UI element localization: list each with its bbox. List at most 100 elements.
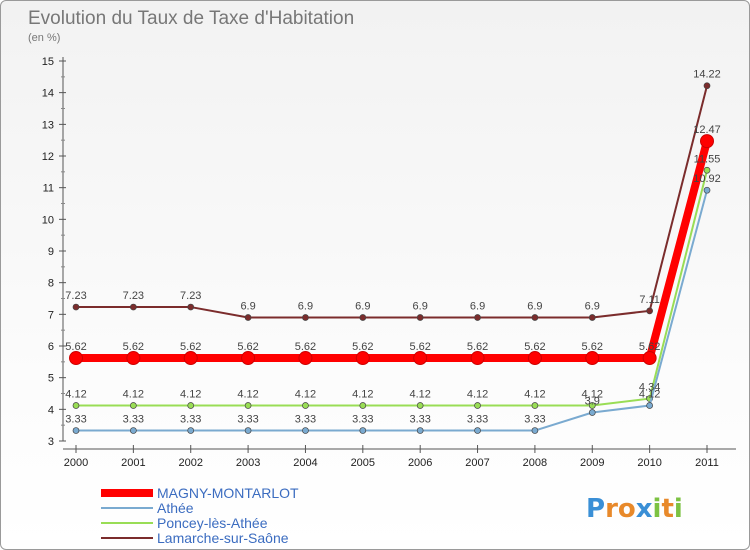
data-point	[302, 314, 309, 321]
data-label: 6.9	[413, 301, 428, 313]
x-tick-label: 2006	[408, 457, 432, 469]
data-label: 3.33	[237, 414, 258, 426]
data-point	[416, 427, 424, 434]
data-label: 4.12	[582, 389, 603, 401]
data-point	[244, 314, 252, 321]
logo-letter: i	[653, 494, 662, 524]
data-label: 4.12	[409, 389, 430, 401]
series-line	[76, 189, 708, 432]
data-point	[244, 402, 252, 409]
data-label: 3.9	[585, 396, 600, 408]
legend-label: Poncey-lès-Athée	[157, 515, 268, 531]
legend-label: Lamarche-sur-Saône	[157, 530, 289, 546]
data-label: 3.33	[180, 414, 201, 426]
y-tick-label: 13	[42, 119, 54, 131]
x-tick-label: 2010	[637, 457, 661, 469]
y-tick-label: 6	[48, 341, 54, 353]
data-point	[646, 307, 653, 315]
data-label: 3.33	[467, 414, 488, 426]
x-tick-label: 2005	[351, 457, 375, 469]
x-tick-label: 2007	[465, 457, 489, 469]
data-point	[531, 402, 539, 409]
y-tick-label: 12	[42, 151, 54, 163]
data-label: 10.92	[693, 173, 721, 185]
y-tick-label: 8	[48, 278, 54, 290]
data-label: 5.62	[639, 341, 660, 353]
data-label: 6.9	[240, 301, 255, 313]
data-label: 14.22	[693, 69, 721, 81]
logo-letter: x	[636, 494, 653, 524]
data-label: 7.23	[180, 290, 201, 302]
data-point	[187, 303, 195, 311]
data-point	[474, 314, 481, 321]
data-labels: 7.23 7.23 7.23 6.9 6.9 6.9 6.9 6.9 6.9 6.9 7.11 14.…	[65, 69, 720, 426]
data-point	[69, 351, 83, 366]
legend: MAGNY-MONTARLOTAthéePoncey-lès-AthéeLama…	[101, 485, 299, 546]
data-point	[588, 314, 596, 321]
data-label: 3.33	[123, 414, 144, 426]
data-label: 4.12	[524, 389, 545, 401]
series-line	[76, 170, 708, 407]
y-axis: 3 4 5 6 7 8 9 10 11 12 13 14 15	[42, 56, 66, 448]
data-point	[585, 351, 600, 366]
data-point	[187, 427, 195, 434]
data-point	[355, 351, 370, 366]
data-label: 4.12	[123, 389, 144, 401]
data-label: 4.12	[295, 389, 316, 401]
data-label: 5.62	[237, 341, 258, 353]
data-point	[413, 351, 428, 366]
data-point	[302, 427, 309, 434]
y-tick-label: 4	[48, 404, 54, 416]
y-tick-label: 5	[48, 373, 54, 385]
y-tick-label: 14	[42, 88, 54, 100]
data-label: 3.33	[295, 414, 316, 426]
data-point	[72, 402, 80, 409]
data-label: 4.12	[639, 389, 660, 401]
data-label: 4.34	[639, 382, 660, 394]
x-tick-label: 2008	[523, 457, 547, 469]
data-label: 4.12	[65, 389, 86, 401]
y-tick-label: 9	[48, 246, 54, 258]
data-label: 5.62	[582, 341, 603, 353]
data-label: 4.12	[237, 389, 258, 401]
data-point	[531, 314, 539, 321]
logo-letter: P	[586, 494, 605, 524]
data-label: 11.55	[694, 153, 721, 165]
x-tick-label: 2011	[695, 457, 719, 469]
x-tick-label: 2000	[64, 457, 88, 469]
data-label: 5.62	[295, 341, 316, 353]
data-label: 3.33	[65, 414, 86, 426]
data-point	[470, 351, 485, 366]
data-point	[527, 351, 542, 366]
data-point	[130, 427, 137, 434]
data-label: 5.62	[123, 341, 144, 353]
data-point	[241, 351, 256, 366]
x-tick-label: 2001	[121, 457, 145, 469]
data-point	[703, 82, 711, 90]
data-point	[700, 134, 714, 149]
data-label: 7.23	[65, 290, 86, 302]
data-point	[703, 186, 711, 194]
data-point	[183, 351, 198, 366]
x-tick-label: 2002	[178, 457, 202, 469]
data-label: 6.9	[298, 301, 313, 313]
data-label: 5.62	[409, 341, 430, 353]
data-label: 3.33	[352, 414, 373, 426]
x-tick-label: 2003	[236, 457, 260, 469]
data-point	[187, 402, 195, 409]
series-group	[69, 82, 714, 434]
data-point	[474, 402, 481, 409]
series-line	[76, 85, 708, 319]
data-label: 6.9	[527, 301, 542, 313]
x-tick-label: 2004	[293, 457, 317, 469]
data-point	[130, 402, 137, 409]
data-point	[703, 166, 711, 174]
data-label: 5.62	[524, 341, 545, 353]
data-point	[72, 303, 80, 311]
data-point	[298, 351, 313, 366]
y-tick-label: 3	[48, 436, 54, 448]
series-line	[76, 140, 711, 363]
data-label: 6.9	[355, 301, 370, 313]
data-label: 7.23	[123, 290, 144, 302]
